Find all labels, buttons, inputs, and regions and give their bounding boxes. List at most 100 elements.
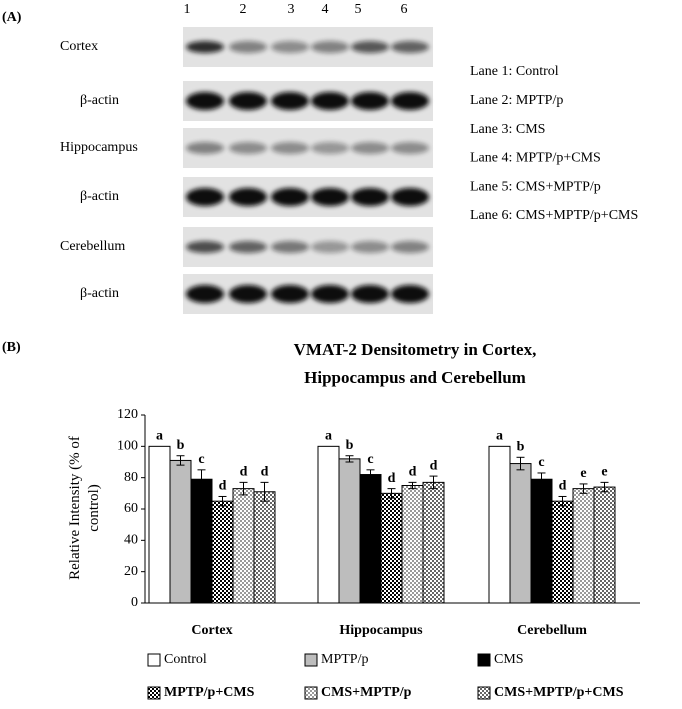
blot-band bbox=[271, 241, 309, 253]
blot-band bbox=[271, 41, 309, 53]
row-label: Cerebellum bbox=[60, 239, 125, 254]
row-label: β-actin bbox=[80, 189, 119, 204]
bar bbox=[211, 500, 234, 604]
bar bbox=[509, 463, 532, 604]
y-tick-label: 80 bbox=[124, 470, 138, 485]
error-bar bbox=[408, 481, 417, 490]
blot-band bbox=[186, 285, 224, 303]
bar bbox=[169, 459, 192, 604]
bar bbox=[317, 445, 340, 604]
bar bbox=[380, 492, 403, 604]
bar bbox=[401, 485, 424, 604]
y-tick-label: 120 bbox=[117, 407, 138, 422]
significance-letter: e bbox=[580, 466, 586, 481]
blot-band bbox=[229, 241, 267, 253]
error-bar bbox=[366, 469, 375, 480]
bar bbox=[253, 491, 276, 604]
lane-number: 5 bbox=[355, 2, 362, 17]
panel-label: (A) bbox=[2, 10, 22, 25]
lane-number: 2 bbox=[240, 2, 247, 17]
significance-letter: d bbox=[430, 458, 438, 473]
lane-legend: Lane 4: MPTP/p+CMS bbox=[470, 151, 601, 166]
blot-band bbox=[311, 188, 349, 206]
y-axis-label: Relative Intensity (% of control) bbox=[67, 436, 102, 580]
significance-letter: d bbox=[559, 479, 567, 494]
significance-letter: d bbox=[409, 465, 417, 480]
lane-legend: Lane 2: MPTP/p bbox=[470, 93, 563, 108]
blot-band bbox=[271, 188, 309, 206]
row-label: Cortex bbox=[60, 39, 98, 54]
y-tick-label: 60 bbox=[124, 501, 138, 516]
error-bar bbox=[218, 495, 227, 507]
blot-band bbox=[351, 285, 389, 303]
blot-band bbox=[351, 188, 389, 206]
lane-legend: Lane 5: CMS+MPTP/p bbox=[470, 179, 601, 194]
y-tick-label: 0 bbox=[131, 595, 138, 610]
significance-letter: a bbox=[496, 429, 503, 444]
blot-band bbox=[271, 142, 309, 154]
y-tick-label: 20 bbox=[124, 564, 138, 579]
blot-band bbox=[186, 92, 224, 110]
error-bar bbox=[558, 495, 567, 507]
significance-letter: c bbox=[367, 452, 373, 467]
blot-band bbox=[391, 142, 429, 154]
row-label: β-actin bbox=[80, 286, 119, 301]
bar bbox=[530, 478, 553, 604]
error-bar bbox=[176, 455, 185, 466]
blot-band bbox=[229, 285, 267, 303]
significance-letter: c bbox=[198, 452, 204, 467]
row-label: β-actin bbox=[80, 93, 119, 108]
significance-letter: b bbox=[517, 440, 525, 455]
blot-band bbox=[311, 285, 349, 303]
bar bbox=[190, 478, 213, 604]
significance-letter: d bbox=[240, 465, 248, 480]
bar bbox=[422, 481, 445, 604]
lane-number: 3 bbox=[288, 2, 295, 17]
blot-band bbox=[351, 41, 389, 53]
blot-band bbox=[391, 188, 429, 206]
blot-band bbox=[186, 241, 224, 253]
bar bbox=[232, 488, 255, 604]
blot-band bbox=[311, 142, 349, 154]
legend-label: MPTP/p+CMS bbox=[164, 685, 255, 700]
blot-band bbox=[186, 41, 224, 53]
x-tick-label: Cerebellum bbox=[517, 623, 587, 638]
significance-letter: b bbox=[177, 438, 185, 453]
blot-band bbox=[391, 92, 429, 110]
error-bar bbox=[516, 456, 525, 471]
lane-number: 1 bbox=[184, 2, 191, 17]
blot-band bbox=[186, 188, 224, 206]
legend-label: CMS+MPTP/p bbox=[321, 685, 412, 700]
panel-label: (B) bbox=[2, 340, 21, 355]
legend-swatch bbox=[304, 686, 318, 700]
legend-label: CMS+MPTP/p+CMS bbox=[494, 685, 624, 700]
legend-label: MPTP/p bbox=[321, 652, 368, 667]
lane-number: 6 bbox=[401, 2, 408, 17]
bar bbox=[488, 445, 511, 604]
legend-label: CMS bbox=[494, 652, 524, 667]
bar bbox=[551, 500, 574, 604]
blot-band bbox=[311, 241, 349, 253]
error-bar bbox=[260, 481, 269, 502]
bar bbox=[338, 458, 361, 604]
error-bar bbox=[345, 455, 354, 463]
blot-band bbox=[229, 188, 267, 206]
y-tick-label: 100 bbox=[117, 439, 138, 454]
significance-letter: d bbox=[388, 471, 396, 486]
error-bar bbox=[537, 472, 546, 486]
error-bar bbox=[600, 481, 609, 493]
blot-band bbox=[271, 92, 309, 110]
significance-letter: b bbox=[346, 438, 354, 453]
significance-letter: c bbox=[538, 455, 544, 470]
x-tick-label: Hippocampus bbox=[339, 623, 423, 638]
lane-number: 4 bbox=[322, 2, 329, 17]
legend-label: Control bbox=[164, 652, 207, 667]
significance-letter: d bbox=[219, 479, 227, 494]
blot-band bbox=[229, 142, 267, 154]
error-bar bbox=[429, 475, 438, 490]
blot-band bbox=[311, 92, 349, 110]
blot-band bbox=[229, 92, 267, 110]
blot-band bbox=[391, 41, 429, 53]
blot-band bbox=[351, 142, 389, 154]
